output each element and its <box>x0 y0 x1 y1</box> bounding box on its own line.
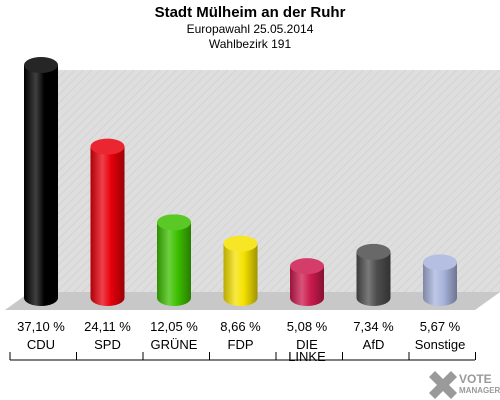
category-label: GRÜNE <box>151 337 198 352</box>
logo-text-manager: MANAGER <box>459 386 500 395</box>
chart-subtitle: Europawahl 25.05.2014 <box>186 22 314 36</box>
bar-top <box>356 243 391 260</box>
chart-subtitle-district: Wahlbezirk 191 <box>208 37 292 51</box>
value-label: 5,67 % <box>420 319 461 334</box>
category-label: Sonstige <box>415 337 466 352</box>
bar-sonstige <box>423 254 457 306</box>
bar-top <box>90 138 125 155</box>
bar-grüne <box>157 214 191 306</box>
value-label: 5,08 % <box>287 319 328 334</box>
bar-top <box>290 258 324 275</box>
bar-body <box>290 266 324 306</box>
value-label: 12,05 % <box>150 319 198 334</box>
bar-body <box>157 222 191 306</box>
category-label: CDU <box>27 337 55 352</box>
category-label: AfD <box>363 337 385 352</box>
bar-body <box>423 262 457 306</box>
value-label: 24,11 % <box>84 319 131 334</box>
value-label: 37,10 % <box>17 319 65 334</box>
value-label: 8,66 % <box>220 319 261 334</box>
bar-afd <box>356 243 391 306</box>
bar-die-linke <box>290 258 324 306</box>
category-label: FDP <box>228 337 254 352</box>
bar-cdu <box>24 57 58 306</box>
chart-title: Stadt Mülheim an der Ruhr <box>154 4 346 21</box>
category-label: SPD <box>94 337 121 352</box>
bar-body <box>24 65 58 306</box>
bar-body <box>90 146 125 306</box>
bar-spd <box>90 138 125 306</box>
bar-body <box>356 251 391 306</box>
bar-top <box>423 254 457 271</box>
category-label: DIE <box>296 337 318 352</box>
vote-manager-logo: VOTE MANAGER <box>429 371 500 399</box>
bar-top <box>24 57 58 73</box>
bar-fdp <box>223 235 258 306</box>
logo-text-vote: VOTE <box>459 372 492 386</box>
bar-top <box>223 235 258 252</box>
value-label: 7,34 % <box>353 319 394 334</box>
bar-top <box>157 214 191 231</box>
category-label: LINKE <box>288 349 326 364</box>
bar-body <box>223 243 258 306</box>
